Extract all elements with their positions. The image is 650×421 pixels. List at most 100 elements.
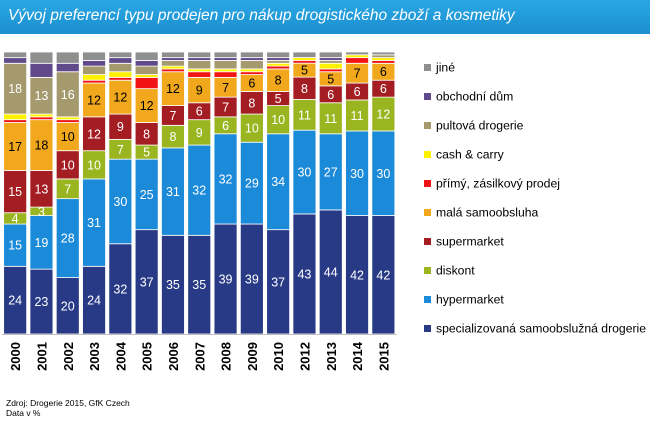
data-label-2009-s3: 8	[248, 96, 255, 110]
bar-segment-2006-s5	[161, 68, 185, 73]
data-label-2010-s3: 5	[275, 92, 282, 106]
data-label-2008-s3: 7	[222, 100, 229, 114]
data-label-2001-s1: 19	[34, 236, 48, 250]
legend-label-3: cash & carry	[436, 148, 505, 162]
data-label-2003-s2: 10	[87, 158, 101, 172]
data-label-2004-s2: 7	[117, 143, 124, 157]
title-bar: Vývoj preferencí typu prodejen pro nákup…	[0, 0, 650, 34]
bar-segment-2006-s7	[161, 60, 185, 67]
data-label-2015-s2: 12	[376, 108, 390, 122]
bar-segment-2001-s8	[29, 62, 54, 78]
data-label-2014-s3: 6	[354, 85, 361, 99]
data-label-2004-s3: 9	[117, 120, 124, 134]
x-tick-label-2009: 2009	[245, 342, 260, 371]
data-label-2015-s3: 6	[380, 82, 387, 96]
x-tick-label-2000: 2000	[8, 342, 23, 371]
x-axis-labels: 2000 2001 2002 2003 2004 2005 2006 2007 2008 2009…	[2, 334, 397, 371]
bar-segment-2013-s5	[318, 68, 343, 73]
x-tick-label-2002: 2002	[61, 342, 76, 371]
legend-swatch-6	[424, 238, 431, 245]
data-label-2013-s0: 44	[324, 265, 338, 279]
bar-segment-2015-s7	[371, 54, 396, 59]
legend-swatch-1	[424, 93, 431, 100]
legend-label-6: supermarket	[436, 235, 504, 249]
data-label-2010-s4: 8	[275, 74, 282, 88]
data-label-2000-s7: 18	[8, 82, 22, 96]
legend-swatch-9	[424, 325, 431, 332]
bar-segment-2005-s5	[134, 76, 159, 90]
data-label-2003-s1: 31	[87, 216, 101, 230]
legend-label-1: obchodní dům	[436, 90, 513, 104]
data-label-2014-s4: 7	[354, 67, 361, 81]
data-label-2013-s4: 5	[327, 72, 334, 86]
legend-label-2: pultová drogerie	[436, 119, 524, 133]
data-label-2015-s0: 42	[376, 268, 390, 282]
bar-segment-2013-s7	[318, 60, 343, 64]
bar-segment-2008-s5	[213, 71, 238, 78]
bar-segment-2004-s9	[108, 51, 133, 59]
legend-swatch-2	[424, 122, 431, 129]
data-label-2009-s0: 39	[245, 273, 259, 287]
x-tick-label-2013: 2013	[324, 342, 339, 371]
legend-swatch-7	[424, 267, 431, 274]
data-label-2012-s1: 30	[297, 166, 311, 180]
unit-note: Data v %	[6, 408, 41, 418]
bar-segment-2003-s7	[82, 65, 106, 75]
legend-label-4: přímý, zásilkový prodej	[436, 177, 560, 191]
data-label-2007-s3: 6	[196, 105, 203, 119]
data-label-2013-s2: 11	[324, 112, 337, 126]
bar-segment-2005-s7	[134, 65, 159, 75]
data-label-2012-s4: 5	[301, 64, 308, 78]
bar-segment-2001-s6	[29, 113, 54, 118]
bar-segment-2015-s9	[371, 51, 396, 56]
data-label-2009-s4: 6	[248, 77, 255, 91]
x-tick-label-2001: 2001	[34, 342, 49, 371]
bar-segment-2009-s5	[239, 71, 264, 75]
bar-segment-2000-s5	[3, 119, 28, 123]
data-label-2008-s1: 32	[219, 172, 233, 186]
data-label-2004-s0: 32	[113, 282, 127, 296]
bar-segment-2007-s6	[187, 68, 212, 73]
bar-segment-2008-s9	[213, 51, 238, 59]
bar-segment-2002-s5	[55, 119, 80, 123]
bar-segment-2005-s8	[134, 60, 159, 67]
bar-segment-2008-s7	[213, 60, 238, 70]
data-label-2007-s2: 9	[196, 126, 203, 140]
bar-segment-2004-s6	[108, 71, 133, 78]
legend-label-8: hypermarket	[436, 293, 504, 307]
legend: jiné obchodní dům pultová drogerie cash & c…	[424, 61, 646, 336]
data-label-2002-s7: 16	[61, 88, 75, 102]
bar-segment-2007-s7	[187, 60, 212, 70]
bar-segment-2009-s8	[239, 57, 264, 61]
x-tick-label-2010: 2010	[271, 342, 286, 371]
data-label-2014-s0: 42	[350, 268, 364, 282]
bar-segment-2009-s9	[239, 51, 264, 59]
data-label-2008-s4: 7	[222, 81, 229, 95]
bar-segment-2014-s9	[345, 51, 369, 56]
bar-segment-2006-s8	[161, 57, 185, 61]
data-label-2005-s2: 5	[143, 146, 150, 160]
data-label-2006-s0: 35	[166, 278, 180, 292]
bar-segment-2005-s6	[134, 74, 159, 78]
x-tick-label-2005: 2005	[140, 342, 155, 371]
bar-segment-2006-s9	[161, 51, 185, 59]
data-label-2007-s4: 9	[196, 84, 203, 98]
data-label-2000-s2: 4	[12, 212, 19, 226]
x-tick-label-2007: 2007	[192, 342, 207, 371]
data-label-2015-s1: 30	[376, 167, 390, 181]
data-label-2014-s1: 30	[350, 167, 364, 181]
data-label-2000-s4: 17	[8, 140, 22, 154]
bar-segment-2007-s8	[187, 57, 212, 61]
data-label-2001-s2: 3	[38, 205, 45, 219]
data-label-2002-s2: 7	[64, 182, 71, 196]
data-label-2005-s4: 12	[140, 99, 154, 113]
bar-segment-2008-s6	[213, 68, 238, 73]
data-label-2008-s0: 39	[219, 273, 233, 287]
data-label-2000-s1: 15	[8, 239, 22, 253]
legend-swatch-3	[424, 151, 431, 158]
legend-label-5: malá samoobsluha	[436, 206, 539, 220]
bar-segment-2002-s8	[55, 62, 80, 73]
data-label-2012-s2: 11	[298, 108, 311, 122]
data-label-2009-s2: 10	[245, 122, 259, 136]
bar-segment-2007-s5	[187, 71, 212, 78]
